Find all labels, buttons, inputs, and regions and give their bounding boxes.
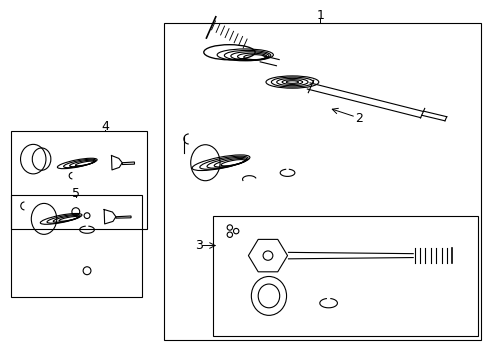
Text: 5: 5 [72, 187, 80, 200]
Text: 2: 2 [355, 112, 363, 125]
Text: 1: 1 [316, 9, 324, 22]
Text: 4: 4 [101, 120, 109, 133]
Text: 3: 3 [195, 239, 203, 252]
